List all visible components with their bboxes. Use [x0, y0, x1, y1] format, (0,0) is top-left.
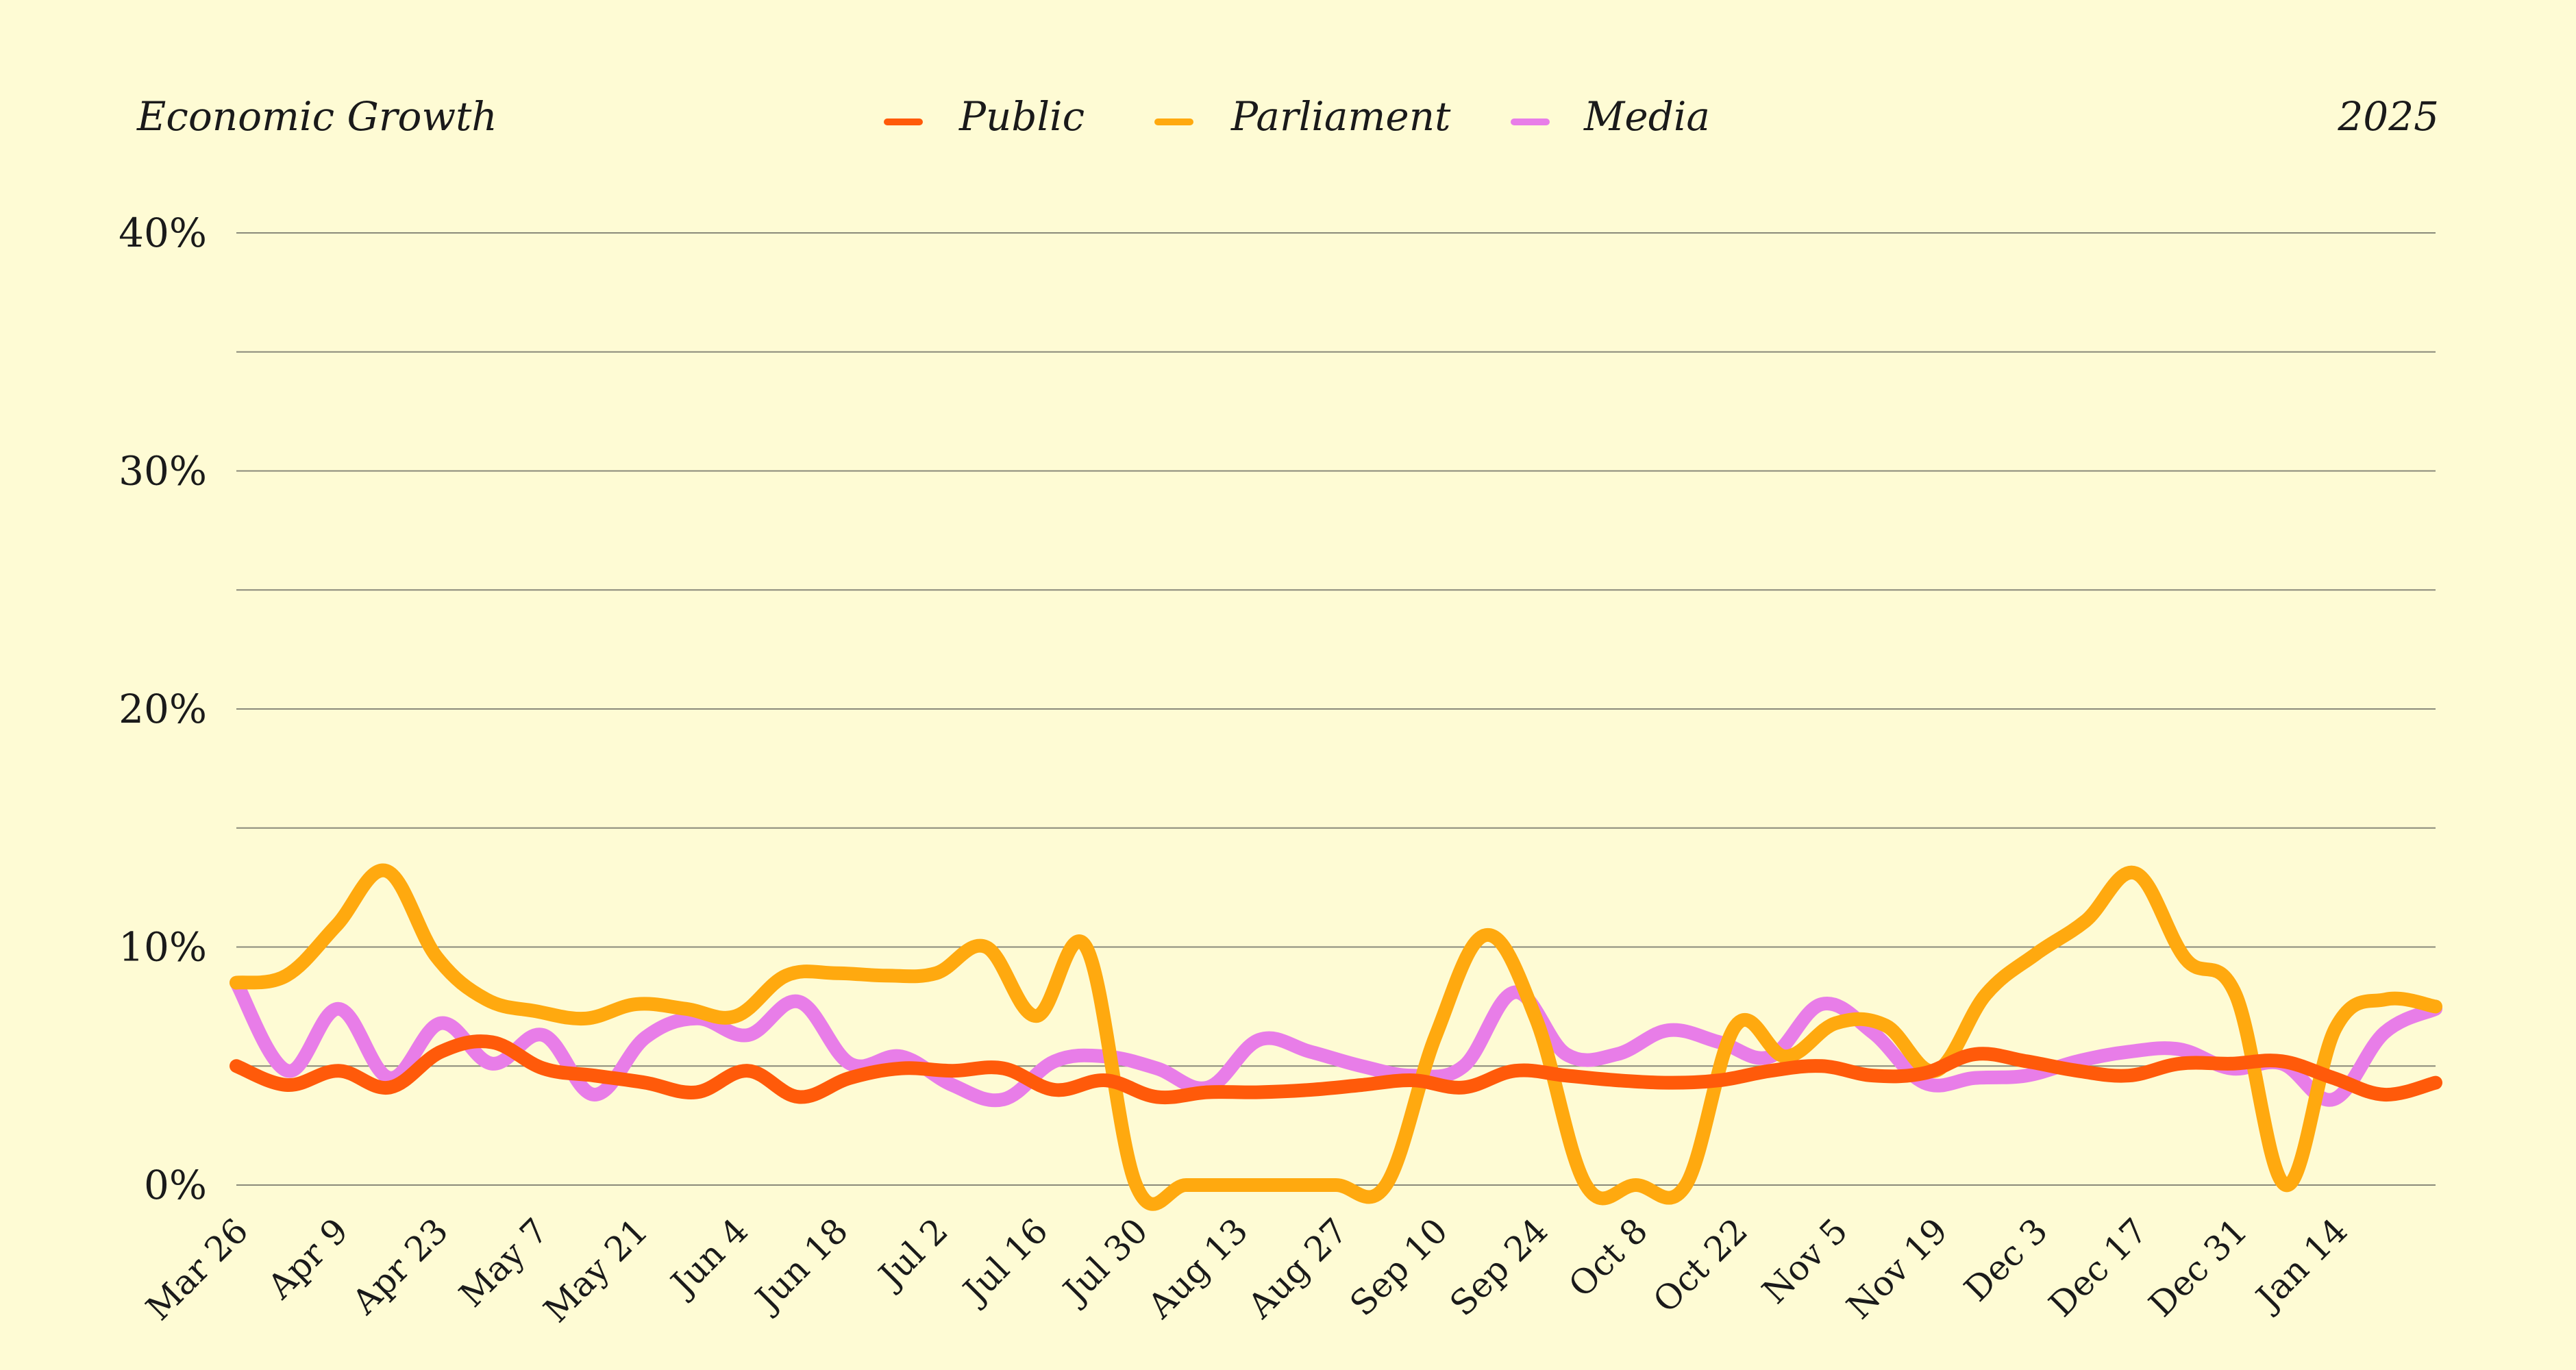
- legend-item-public: Public: [884, 93, 1085, 140]
- legend-item-media: Media: [1511, 93, 1710, 140]
- x-tick-label: Dec 31: [2141, 1210, 2255, 1324]
- legend: Public Parliament Media: [884, 93, 1710, 140]
- x-tick-label: Oct 22: [1646, 1210, 1755, 1320]
- y-tick-label: 20%: [119, 686, 207, 732]
- y-tick-label: 30%: [119, 448, 207, 495]
- x-tick-label: Mar 26: [138, 1210, 256, 1328]
- legend-item-parliament: Parliament: [1154, 93, 1451, 140]
- grid-lines: [236, 232, 2436, 1186]
- chart-title: Economic Growth: [136, 93, 497, 140]
- series-line-public: [230, 1034, 2442, 1105]
- x-tick-label: May 21: [536, 1210, 656, 1330]
- legend-label-parliament: Parliament: [1230, 93, 1451, 140]
- x-tick-label: Sep 10: [1342, 1210, 1455, 1323]
- y-tick-label: 40%: [119, 210, 207, 256]
- legend-label-public: Public: [958, 93, 1085, 140]
- x-tick-label: Jul 16: [954, 1210, 1056, 1312]
- y-axis-ticks: 0% 10% 20% 30% 40%: [119, 210, 207, 1208]
- x-tick-label: Jan 14: [2246, 1210, 2355, 1319]
- y-tick-label: 0%: [144, 1162, 207, 1208]
- legend-label-media: Media: [1583, 93, 1710, 140]
- x-tick-label: Dec 17: [2041, 1210, 2155, 1324]
- x-tick-label: Sep 24: [1442, 1210, 1555, 1323]
- x-tick-label: Nov 5: [1755, 1210, 1855, 1311]
- x-tick-label: Apr 23: [344, 1210, 456, 1322]
- series-lines: [230, 863, 2442, 1211]
- x-tick-label: Jun 18: [745, 1210, 855, 1320]
- y-tick-label: 10%: [119, 924, 207, 971]
- x-tick-label: Jun 4: [661, 1210, 756, 1305]
- year-label: 2025: [2337, 93, 2439, 140]
- x-tick-label: Apr 9: [260, 1210, 356, 1307]
- x-tick-label: Aug 13: [1140, 1210, 1256, 1326]
- x-tick-label: Oct 8: [1561, 1210, 1655, 1305]
- x-tick-label: Jul 2: [869, 1210, 956, 1297]
- x-tick-label: Aug 27: [1240, 1210, 1356, 1326]
- x-tick-label: Nov 19: [1839, 1210, 1955, 1326]
- x-tick-label: Dec 3: [1957, 1210, 2055, 1309]
- series-line-parliament: [230, 863, 2442, 1211]
